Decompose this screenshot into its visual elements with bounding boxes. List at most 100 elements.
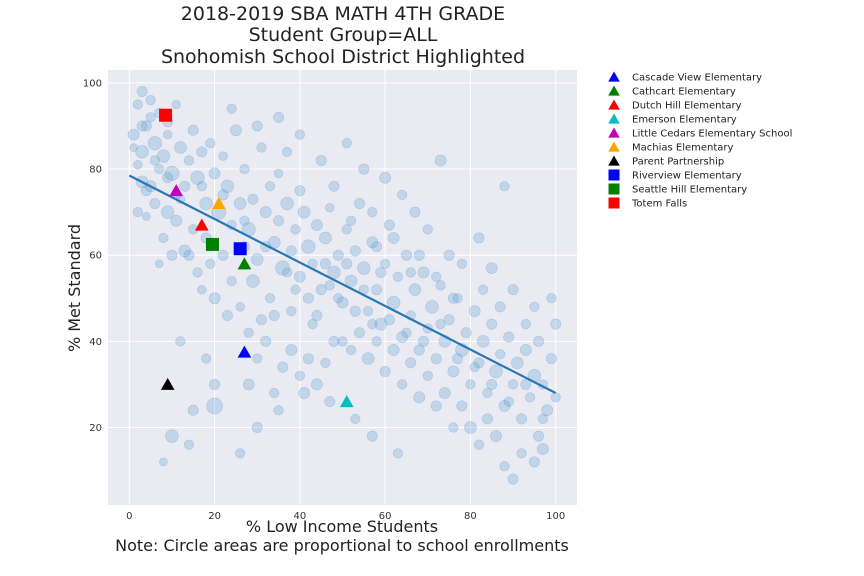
school-point: [345, 344, 357, 356]
school-point: [235, 302, 245, 312]
school-point: [438, 387, 451, 399]
school-point: [478, 284, 489, 295]
school-point: [494, 301, 506, 313]
school-point: [268, 309, 280, 321]
grid-lines: [108, 70, 577, 505]
school-point: [456, 258, 467, 269]
school-point: [362, 306, 374, 317]
school-point: [431, 271, 442, 282]
school-point: [397, 379, 408, 390]
school-point: [357, 261, 371, 275]
school-point: [175, 336, 186, 347]
school-point: [482, 387, 493, 399]
school-point: [375, 266, 387, 278]
school-point: [145, 112, 156, 123]
legend-label: Riverview Elementary: [632, 171, 742, 182]
school-point: [328, 335, 340, 347]
x-tick-label: 0: [126, 511, 132, 522]
school-point: [273, 405, 284, 416]
school-point: [260, 335, 272, 347]
school-point: [199, 196, 213, 211]
school-point: [533, 430, 545, 442]
school-point: [256, 142, 267, 153]
school-point: [154, 163, 165, 175]
chart-title-line-2: Student Group=ALL: [249, 24, 438, 46]
school-point: [499, 181, 510, 192]
legend-label: Machias Elementary: [632, 143, 734, 154]
school-point: [333, 293, 344, 304]
school-point: [171, 99, 181, 110]
school-point: [489, 364, 503, 379]
school-point: [127, 128, 140, 141]
legend-triangle-marker: [608, 141, 620, 152]
school-point: [294, 185, 306, 197]
school-point: [448, 422, 459, 433]
school-point: [485, 262, 498, 275]
trend-line: [128, 174, 557, 394]
highlight-square-marker: [159, 108, 173, 122]
school-point: [264, 293, 276, 304]
highlight-square-marker: [233, 242, 247, 256]
school-point: [183, 155, 195, 166]
highlight-square-marker: [205, 237, 219, 251]
legend-label: Seattle Hill Elementary: [632, 185, 747, 196]
school-point: [252, 353, 263, 364]
school-point: [208, 167, 221, 180]
y-tick-label: 40: [89, 337, 102, 348]
y-axis-label: % Met Standard: [65, 224, 84, 352]
school-point: [147, 136, 162, 151]
school-point: [132, 99, 143, 110]
school-point: [170, 214, 183, 227]
school-point: [183, 249, 195, 261]
chart-title-line-3: Snohomish School District Highlighted: [161, 46, 525, 68]
school-point: [250, 253, 264, 266]
school-point: [425, 300, 439, 314]
school-point: [473, 357, 485, 369]
school-point: [550, 392, 561, 403]
school-point: [507, 473, 519, 485]
highlight-triangle-marker: [212, 197, 226, 210]
school-point: [422, 224, 433, 235]
school-point: [486, 318, 498, 330]
school-point: [383, 219, 395, 231]
school-point: [367, 207, 378, 218]
school-point: [533, 335, 545, 347]
school-point: [242, 378, 255, 391]
school-point: [197, 284, 207, 295]
school-point: [285, 344, 298, 356]
school-point: [255, 314, 267, 326]
legend-label: Dutch Hill Elementary: [632, 101, 742, 112]
school-point: [315, 154, 327, 166]
school-point: [490, 430, 502, 442]
school-point: [297, 205, 311, 219]
school-point: [324, 280, 335, 291]
y-axis-ticks: 20 40 60 80 100: [83, 78, 102, 434]
school-point: [430, 400, 442, 412]
school-point: [507, 284, 519, 296]
legend-square-marker: [608, 197, 620, 209]
school-point: [135, 145, 149, 159]
school-point: [208, 292, 221, 305]
school-point: [273, 111, 285, 123]
school-point: [162, 129, 173, 140]
school-point: [200, 353, 212, 364]
school-point: [251, 120, 263, 132]
school-point: [541, 404, 554, 417]
school-point: [302, 353, 314, 365]
legend-label: Little Cedars Elementary School: [632, 129, 792, 140]
school-point: [286, 306, 297, 317]
school-point: [434, 154, 447, 167]
school-point: [133, 160, 143, 170]
legend-label: Totem Falls: [631, 199, 687, 210]
school-point: [464, 421, 477, 434]
legend-triangle-marker: [608, 85, 620, 96]
school-point: [220, 179, 235, 193]
school-point: [417, 266, 430, 279]
school-point: [259, 206, 272, 219]
school-point: [371, 336, 382, 347]
legend-square-marker: [608, 183, 620, 195]
school-point: [468, 305, 481, 318]
school-point: [320, 357, 331, 368]
school-point: [136, 120, 148, 132]
school-point: [325, 203, 335, 213]
